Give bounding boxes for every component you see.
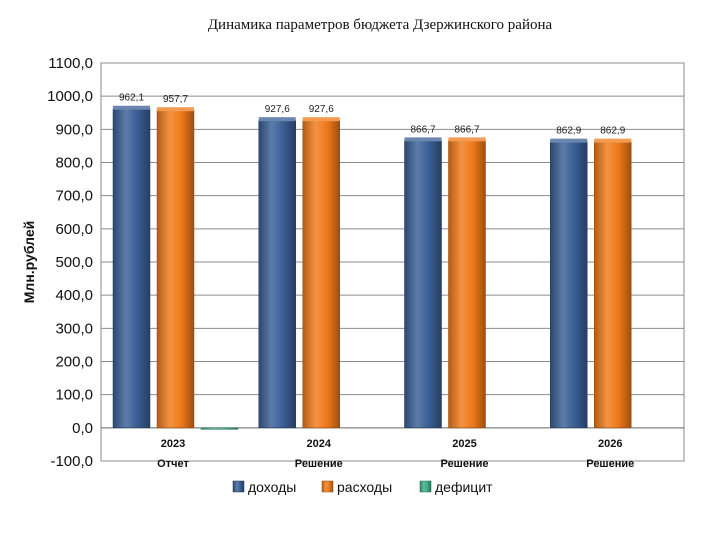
bar-дефицит-2023 xyxy=(200,427,239,430)
y-tick-label: 600,0 xyxy=(55,221,93,238)
bar-расходы-2026 xyxy=(594,141,632,429)
category-labels: 2023 Отчет 2024 Решение 2025 Решение 2026 Решен… xyxy=(157,438,634,470)
data-label: 927,6 xyxy=(265,104,290,115)
data-label: 962,1 xyxy=(119,93,144,104)
y-tick-label: 200,0 xyxy=(55,354,93,371)
category-year: 2024 xyxy=(307,438,332,450)
data-label: 862,9 xyxy=(600,126,625,137)
y-tick-label: 0,0 xyxy=(72,420,93,437)
y-axis-label: Млн.рублей xyxy=(21,221,37,303)
y-tick-label: 400,0 xyxy=(55,287,93,304)
bar-доходы-2024 xyxy=(258,119,296,429)
y-axis-ticks: -100,0 0,0 100,0 200,0 300,0 400,0 500,0 600,0 7… xyxy=(47,55,93,470)
y-tick-label: 1000,0 xyxy=(47,88,93,105)
legend-swatch xyxy=(232,480,245,493)
bar-cap xyxy=(113,105,150,110)
bar-cap xyxy=(404,137,442,142)
data-label: 862,9 xyxy=(556,126,581,137)
chart-title: Динамика параметров бюджета Дзержинского… xyxy=(208,17,553,33)
y-tick-label: 500,0 xyxy=(55,254,93,271)
bar-расходы-2024 xyxy=(302,119,340,429)
y-tick-label: 700,0 xyxy=(55,188,93,205)
y-tick-label: 100,0 xyxy=(55,387,93,404)
legend-swatch xyxy=(321,480,334,493)
y-tick-label: 900,0 xyxy=(55,121,93,138)
category-note: Решение xyxy=(586,458,634,470)
legend-label: дефицит xyxy=(435,479,493,495)
bar-расходы-2025 xyxy=(448,140,486,429)
data-label: 927,6 xyxy=(309,104,334,115)
data-labels: 962,1 957,7 927,6 927,6 866,7 866,7 862,9 862,9 xyxy=(119,93,626,137)
y-tick-label: 800,0 xyxy=(55,155,93,172)
legend-label: расходы xyxy=(337,479,392,495)
bar-cap xyxy=(302,117,340,122)
bar-cap xyxy=(258,117,296,122)
bar-доходы-2026 xyxy=(550,141,588,429)
y-tick-label: -100,0 xyxy=(50,453,93,470)
category-note: Отчет xyxy=(157,458,189,470)
category-note: Решение xyxy=(441,458,489,470)
bar-cap xyxy=(448,137,486,142)
bar-расходы-2023 xyxy=(156,109,195,429)
category-note: Решение xyxy=(295,458,343,470)
bar-cap xyxy=(594,138,632,143)
data-label: 866,7 xyxy=(410,124,435,135)
legend-swatch xyxy=(419,480,432,493)
legend: доходы расходы дефицит xyxy=(232,479,493,495)
bar-доходы-2025 xyxy=(404,140,442,429)
bar-cap xyxy=(157,107,194,112)
bar-доходы-2023 xyxy=(112,108,151,429)
bar-cap xyxy=(550,138,588,143)
data-label: 957,7 xyxy=(163,94,188,105)
category-year: 2025 xyxy=(452,438,476,450)
category-year: 2026 xyxy=(598,438,622,450)
legend-label: доходы xyxy=(248,479,296,495)
y-tick-label: 1100,0 xyxy=(48,55,93,72)
category-year: 2023 xyxy=(161,438,185,450)
data-label: 866,7 xyxy=(454,124,479,135)
bars xyxy=(112,105,632,430)
y-tick-label: 300,0 xyxy=(55,320,93,337)
